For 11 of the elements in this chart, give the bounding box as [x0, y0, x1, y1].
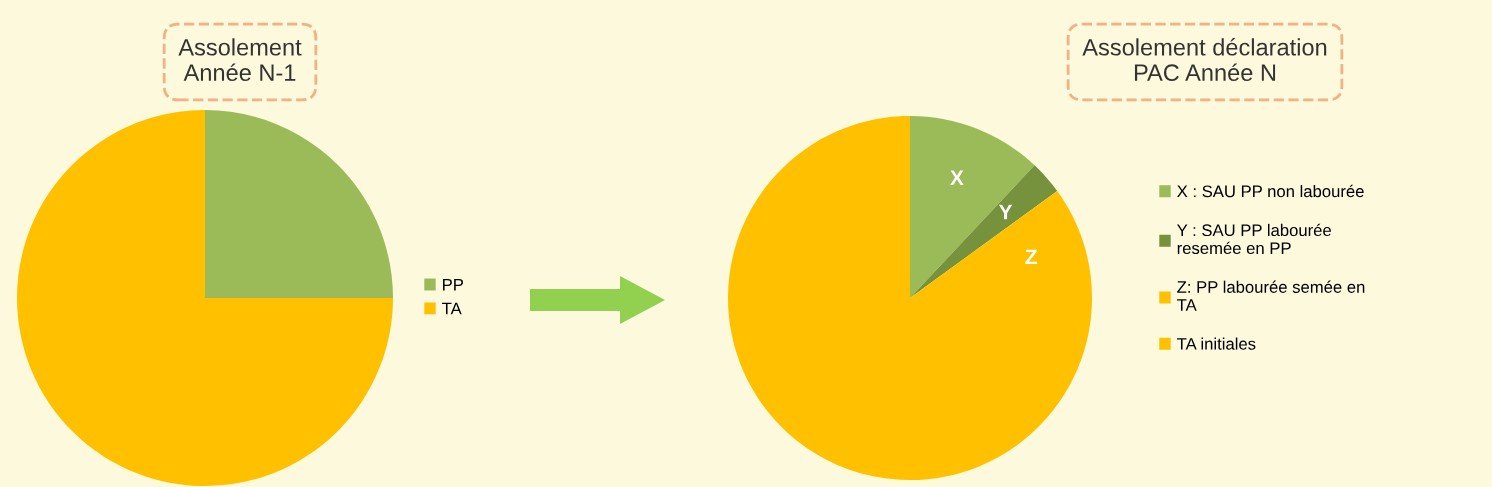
legend-label: X : SAU PP non labourée — [1177, 184, 1364, 198]
chart-title: Assolement déclaration PAC Année N — [1082, 38, 1327, 82]
data-label: X — [950, 170, 964, 185]
data-label: Z — [1025, 249, 1037, 265]
legend-label: TA — [442, 302, 462, 315]
legend-label: PP — [443, 278, 464, 291]
chart-title: Assolement Année N-1 — [178, 38, 302, 82]
legend-label: TA initiales — [1177, 337, 1256, 350]
data-label: Y — [998, 204, 1013, 220]
legend-label: Z: PP labourée semée en TA — [1177, 280, 1365, 311]
legend-label: Y : SAU PP labourée resemée en PP — [1177, 223, 1331, 255]
